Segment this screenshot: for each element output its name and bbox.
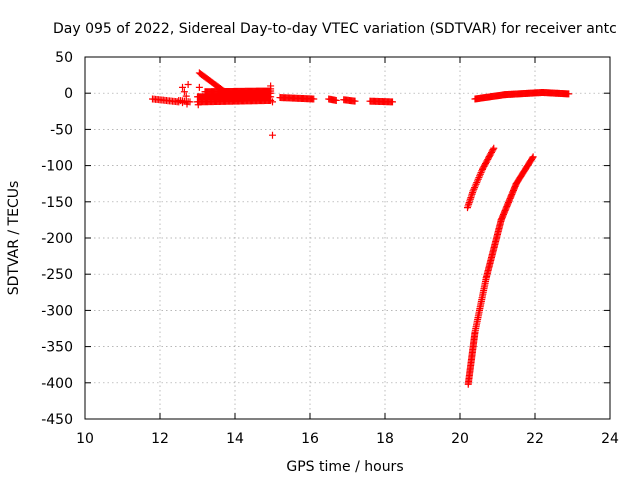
y-tick-label: 0 — [64, 86, 73, 102]
data-point — [489, 146, 497, 154]
x-axis-label: GPS time / hours — [286, 459, 403, 475]
y-tick-label: 50 — [55, 50, 73, 66]
x-tick-label: 12 — [151, 431, 169, 447]
x-tick-label: 18 — [376, 431, 394, 447]
data-point — [389, 98, 396, 106]
data-point — [474, 175, 482, 183]
data-point — [475, 174, 483, 182]
data-point — [179, 83, 186, 91]
y-tick-label: -300 — [41, 303, 73, 319]
data-point — [473, 179, 481, 187]
x-tick-label: 24 — [601, 431, 619, 447]
x-tick-label: 16 — [301, 431, 319, 447]
data-point — [477, 169, 485, 177]
y-tick-label: -100 — [41, 159, 73, 175]
data-point — [182, 92, 190, 100]
data-point — [183, 100, 191, 108]
data-point — [310, 95, 318, 103]
data-point — [471, 182, 479, 190]
data-point — [473, 177, 481, 185]
data-point — [476, 170, 484, 178]
x-tick-label: 20 — [451, 431, 469, 447]
data-point — [472, 180, 480, 188]
data-point — [470, 185, 478, 193]
data-point — [565, 90, 573, 98]
y-axis-label: SDTVAR / TECUs — [6, 181, 22, 296]
data-point — [490, 144, 498, 152]
data-point — [180, 88, 188, 96]
y-tick-label: -450 — [41, 412, 73, 428]
data-point — [351, 97, 359, 105]
axis-ticks — [84, 56, 611, 420]
y-tick-label: -400 — [41, 376, 73, 392]
data-point — [179, 99, 186, 107]
data-point — [269, 131, 276, 139]
data-point — [469, 187, 477, 195]
data-point — [267, 85, 275, 93]
data-series-sdtvar — [149, 69, 573, 388]
y-tick-label: -250 — [41, 267, 73, 283]
data-point — [478, 167, 486, 175]
grid-lines — [85, 57, 610, 419]
y-tick-label: -350 — [41, 340, 73, 356]
data-point — [528, 154, 536, 162]
data-point — [184, 81, 192, 89]
x-tick-label: 22 — [526, 431, 544, 447]
y-tick-label: -200 — [41, 231, 73, 247]
chart-title: Day 095 of 2022, Sidereal Day-to-day VTE… — [53, 21, 617, 37]
data-point — [332, 96, 340, 104]
x-tick-label: 10 — [76, 431, 94, 447]
y-tick-label: -150 — [41, 195, 73, 211]
data-point — [529, 153, 537, 161]
data-point — [194, 101, 202, 109]
x-tick-label: 14 — [226, 431, 244, 447]
y-tick-label: -50 — [50, 122, 73, 138]
tick-labels: 10 12 14 16 18 20 22 24 50 0 -50 -100 -150 -200 -250 -3… — [41, 50, 619, 447]
data-point — [476, 172, 484, 180]
data-point — [195, 83, 203, 91]
data-point — [269, 98, 276, 106]
data-point — [471, 184, 479, 192]
